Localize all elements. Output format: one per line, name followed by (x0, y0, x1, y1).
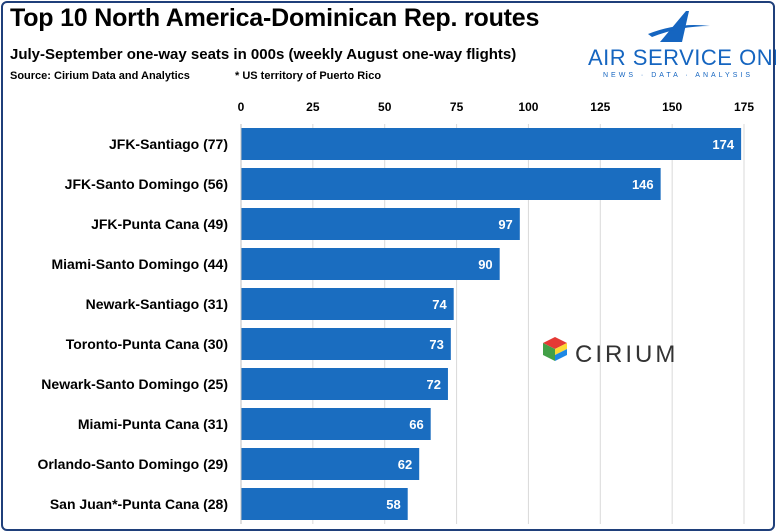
source-note: Source: Cirium Data and Analytics (10, 70, 190, 82)
bar (241, 408, 431, 440)
data-label: 58 (386, 497, 400, 512)
y-category-label: Newark-Santo Domingo (25) (41, 376, 228, 392)
data-label: 73 (429, 337, 443, 352)
y-category-label: Miami-Santo Domingo (44) (51, 256, 228, 272)
data-label: 72 (426, 377, 440, 392)
y-category-label: Newark-Santiago (31) (86, 296, 228, 312)
y-category-label: JFK-Santo Domingo (56) (65, 176, 228, 192)
y-category-label: JFK-Punta Cana (49) (91, 216, 228, 232)
x-tick-label: 175 (734, 100, 754, 114)
data-label: 66 (409, 417, 423, 432)
bar (241, 328, 451, 360)
cirium-logo-icon (543, 337, 567, 361)
data-label: 97 (498, 217, 512, 232)
x-tick-label: 50 (378, 100, 392, 114)
letter-a-swoosh-icon (648, 11, 710, 42)
y-category-label: San Juan*-Punta Cana (28) (50, 496, 228, 512)
data-label: 174 (712, 137, 734, 152)
data-label: 90 (478, 257, 492, 272)
x-tick-label: 150 (662, 100, 682, 114)
bar (241, 368, 448, 400)
y-category-label: JFK-Santiago (77) (109, 136, 228, 152)
bar (241, 168, 661, 200)
bar (241, 248, 500, 280)
chart-title: Top 10 North America-Dominican Rep. rout… (10, 4, 540, 32)
air-service-one-logo: AIR SERVICE ONE NEWS · DATA · ANALYSIS (588, 8, 776, 82)
bar (241, 208, 520, 240)
data-label: 146 (632, 177, 654, 192)
chart-subtitle: July-September one-way seats in 000s (we… (10, 46, 517, 63)
x-tick-label: 0 (238, 100, 245, 114)
footnote: * US territory of Puerto Rico (235, 70, 382, 82)
y-category-label: Toronto-Punta Cana (30) (66, 336, 228, 352)
logo-wordmark: AIR SERVICE ONE (588, 45, 776, 70)
y-category-label: Miami-Punta Cana (31) (78, 416, 228, 432)
bar (241, 128, 742, 160)
y-category-label: Orlando-Santo Domingo (29) (37, 456, 228, 472)
x-tick-label: 25 (306, 100, 320, 114)
data-label: 74 (432, 297, 447, 312)
x-tick-label: 125 (590, 100, 610, 114)
bar (241, 488, 408, 520)
cirium-wordmark: CIRIUM (575, 341, 679, 368)
cirium-watermark: CIRIUM (541, 333, 675, 373)
bar (241, 448, 420, 480)
x-tick-label: 100 (518, 100, 538, 114)
x-tick-label: 75 (450, 100, 464, 114)
data-label: 62 (398, 457, 412, 472)
logo-tagline: NEWS · DATA · ANALYSIS (602, 72, 754, 79)
bar (241, 288, 454, 320)
